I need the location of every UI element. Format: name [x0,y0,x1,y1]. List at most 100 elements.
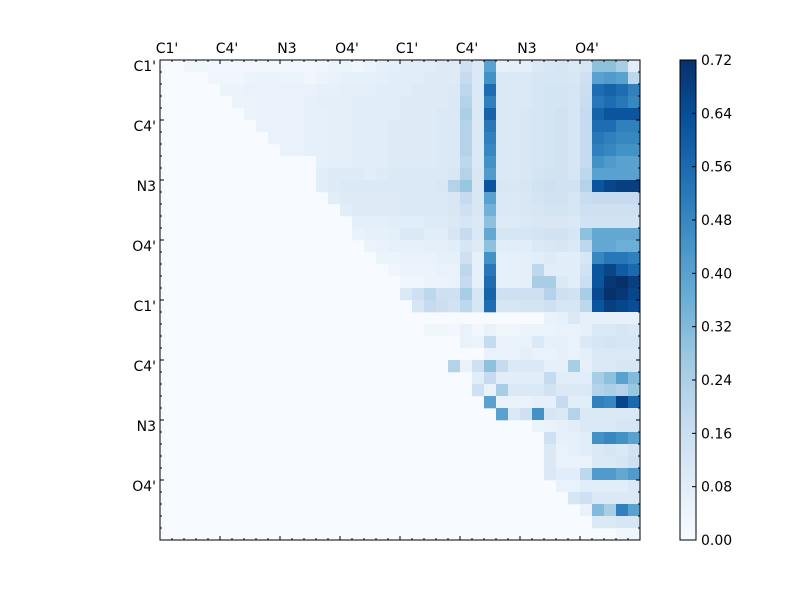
heatmap-cell [568,72,581,85]
axis-tick-labels: C1' C4' N3 O4' C1' C4' N3 O4' C1' C4' N3 O4' C1' C4' N… [132,41,599,495]
heatmap-cell [496,156,509,169]
heatmap-cell [520,264,533,277]
heatmap-cell [484,84,497,97]
heatmap-cell [388,204,401,217]
heatmap-cell [364,240,377,253]
heatmap-cell [568,132,581,145]
heatmap-cell [472,324,485,337]
heatmap-cell [388,120,401,133]
heatmap-cell [616,360,629,373]
heatmap-cell [592,216,605,229]
heatmap-cell [436,96,449,109]
heatmap-cell [424,264,437,277]
heatmap-cell [508,180,521,193]
heatmap-cell [580,456,593,469]
heatmap-cell [520,84,533,97]
heatmap-cell [364,108,377,121]
heatmap-cell [472,300,485,313]
heatmap-cell [400,288,413,301]
colorbar-tick-label: 0.16 [701,426,732,442]
heatmap-cell [328,108,341,121]
heatmap-cell [304,84,317,97]
heatmap-cell [628,156,641,169]
heatmap-cell [508,156,521,169]
heatmap-cell [604,432,617,445]
heatmap-cell [268,108,281,121]
heatmap-cell [628,492,641,505]
heatmap-cell [520,168,533,181]
heatmap-cell [628,336,641,349]
heatmap-cell [316,84,329,97]
heatmap-cell [544,252,557,265]
heatmap-cell [352,228,365,241]
heatmap-cell [496,192,509,205]
heatmap-cell [580,108,593,121]
colorbar-tick-label: 0.64 [701,106,732,122]
heatmap-cell [532,60,545,73]
x-tick-label: C1' [396,41,419,57]
colorbar-tick-label: 0.48 [701,213,732,229]
heatmap-cell [232,96,245,109]
heatmap-cell [364,132,377,145]
heatmap-cell [568,204,581,217]
heatmap-cell [412,96,425,109]
heatmap-cell [460,228,473,241]
colorbar: 0.00 0.08 0.16 0.24 0.32 0.40 0.48 0.56 0.64 0.72 [679,53,732,549]
heatmap-cell [628,228,641,241]
heatmap-cell [508,324,521,337]
heatmap-cell [544,216,557,229]
heatmap-cell [592,108,605,121]
heatmap-cell [520,96,533,109]
heatmap-cell [580,120,593,133]
heatmap-cell [508,396,521,409]
heatmap-cell [412,156,425,169]
heatmap-cell [580,492,593,505]
heatmap-cell [280,120,293,133]
heatmap-cell [556,168,569,181]
heatmap-cell [556,264,569,277]
heatmap-cell [460,132,473,145]
heatmap-cell [604,480,617,493]
heatmap-cell [448,180,461,193]
axis-ticks [159,59,641,541]
heatmap-cell [616,480,629,493]
heatmap-cell [592,120,605,133]
heatmap-cell [268,84,281,97]
heatmap-cell [472,228,485,241]
heatmap-cell [604,516,617,529]
heatmap-cell [316,144,329,157]
heatmap-cell [520,252,533,265]
heatmap-cell [544,360,557,373]
heatmap-cell [532,216,545,229]
heatmap-cell [592,276,605,289]
heatmap-cell [556,204,569,217]
heatmap-cell [556,72,569,85]
heatmap-cell [376,72,389,85]
heatmap-cell [484,264,497,277]
heatmap-cell [472,180,485,193]
heatmap-cell [628,72,641,85]
heatmap-cell [496,360,509,373]
heatmap-cell [388,216,401,229]
heatmap-cell [520,216,533,229]
heatmap-cell [616,168,629,181]
heatmap-cell [616,504,629,517]
heatmap-cell [616,432,629,445]
heatmap-cell [508,408,521,421]
heatmap-cell [544,312,557,325]
heatmap-cell [580,204,593,217]
heatmap-cell [604,456,617,469]
heatmap-cell [580,228,593,241]
heatmap-cell [424,300,437,313]
heatmap-cell [508,372,521,385]
heatmap-cell [556,96,569,109]
heatmap-cell [220,84,233,97]
heatmap-cell [616,204,629,217]
heatmap-cell [340,108,353,121]
heatmap-cell [520,348,533,361]
heatmap-cell [580,264,593,277]
heatmap-cell [292,108,305,121]
heatmap-cell [472,384,485,397]
heatmap-cell [412,288,425,301]
heatmap-cell [616,516,629,529]
